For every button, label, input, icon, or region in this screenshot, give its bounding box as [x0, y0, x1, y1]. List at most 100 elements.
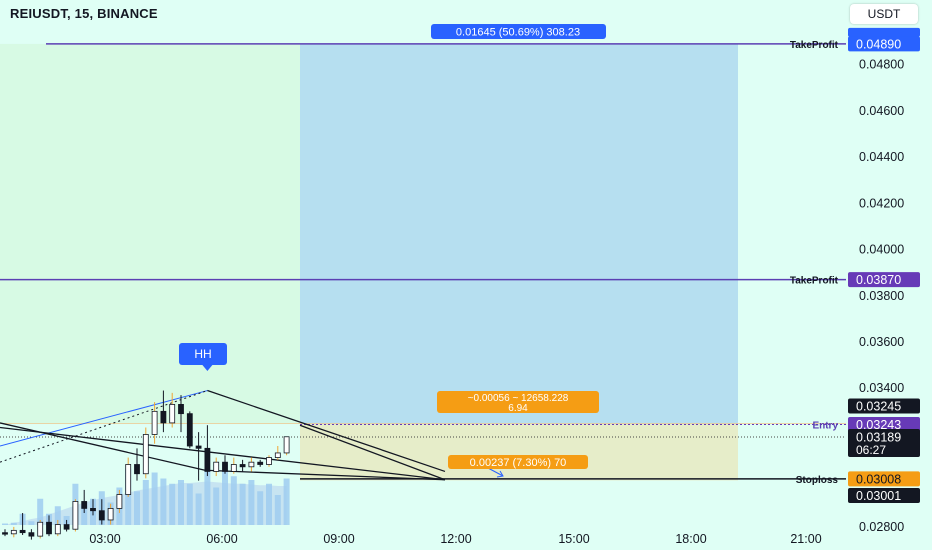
trendline-dotted — [0, 390, 208, 463]
volume-bar — [125, 468, 132, 525]
trendline-lower-a — [0, 422, 206, 471]
price-tag-entry-text: 0.03243 — [856, 418, 901, 432]
x-tick-label: 09:00 — [323, 532, 354, 546]
volume-bar — [239, 483, 246, 525]
trendline-lower-c — [0, 426, 446, 481]
currency-button[interactable]: USDT — [850, 4, 918, 24]
volume-bar — [28, 521, 35, 525]
candle — [266, 455, 272, 467]
loss-label: 0.00237 (7.30%) 70 — [448, 455, 588, 469]
candle — [195, 432, 202, 481]
volume-bar — [2, 523, 8, 525]
price-tag-top-text: 0.03245 — [856, 400, 901, 414]
price-tag-bottom: 0.03001 — [848, 487, 920, 503]
volume-bar — [81, 506, 88, 525]
x-tick-label: 21:00 — [790, 532, 821, 546]
hh-pointer — [202, 365, 213, 371]
profit-label-text: 0.01645 (50.69%) 308.23 — [456, 27, 580, 39]
candle — [63, 519, 70, 532]
price-tag-entry: 0.03243 — [848, 417, 920, 433]
symbol-title: REIUSDT, 15, BINANCE — [10, 6, 158, 21]
y-tick-label: 0.04200 — [859, 196, 904, 210]
loss-label-box — [448, 455, 588, 469]
hh-text: HH — [194, 347, 211, 361]
profit-zone — [300, 43, 738, 425]
volume-bar — [274, 495, 281, 525]
candle-body — [72, 501, 79, 530]
x-tick-label: 18:00 — [675, 532, 706, 546]
price-tag-top: 0.03245 — [848, 398, 920, 414]
arrow-head — [496, 470, 504, 478]
volume-bar — [10, 522, 17, 525]
volume-bar — [204, 471, 211, 525]
candle-body — [257, 461, 264, 465]
candle — [28, 529, 35, 540]
profit-label-box — [431, 24, 606, 39]
price-tag-last-box — [848, 428, 920, 457]
price-tag-tp2: 0.03870 — [848, 272, 920, 288]
position-label-line2: 6.94 — [508, 403, 528, 414]
entry-name: Entry — [812, 421, 838, 432]
candle — [257, 459, 264, 467]
y-tick-label: 0.03400 — [859, 381, 904, 395]
candle — [186, 411, 193, 449]
volume-bar — [230, 476, 237, 525]
candle-body — [107, 508, 114, 521]
candle-body — [28, 532, 35, 537]
y-tick-label: 0.04600 — [859, 104, 904, 118]
volume-bar — [54, 506, 61, 525]
hh-box — [179, 343, 227, 365]
candle-body — [195, 445, 202, 449]
volume-bar — [160, 478, 167, 525]
candle-body — [151, 410, 158, 435]
countdown-text: 06:27 — [856, 443, 886, 457]
candle — [151, 402, 158, 444]
candle — [142, 427, 149, 479]
candle — [222, 455, 228, 474]
price-tag-tp1-text: 0.04890 — [856, 37, 901, 51]
candle — [116, 489, 123, 514]
candle-body — [116, 494, 123, 509]
candle-body — [230, 464, 237, 472]
candle — [239, 459, 246, 472]
candle-body — [266, 457, 272, 465]
candle-body — [142, 434, 149, 475]
take-profit-name-2: TakeProfit — [790, 276, 839, 287]
volume-bar — [222, 463, 228, 525]
candle — [10, 526, 17, 538]
x-tick-label: 12:00 — [440, 532, 471, 546]
candle — [169, 392, 176, 428]
y-tick-label: 0.04800 — [859, 58, 904, 72]
volume-bar — [257, 491, 264, 525]
volume-bar — [266, 483, 272, 525]
candle-body — [283, 436, 290, 454]
x-tick-label: 15:00 — [558, 532, 589, 546]
candle-body — [81, 501, 88, 509]
y-tick-label: 0.04000 — [859, 243, 904, 257]
loss-label-text: 0.00237 (7.30%) 70 — [470, 457, 567, 469]
loss-zone — [300, 424, 738, 481]
candle — [46, 515, 52, 537]
candle — [283, 436, 290, 456]
volume-bar — [248, 480, 255, 525]
x-tick-label: 06:00 — [206, 532, 237, 546]
price-tag-tp1: 0.04890 — [848, 36, 920, 52]
candle-body — [160, 410, 167, 424]
hidden-tag-box — [848, 27, 920, 37]
candle — [134, 448, 140, 481]
candle-body — [2, 532, 8, 535]
candle — [90, 499, 96, 516]
price-tag-tp2-box — [848, 272, 920, 288]
stoploss-name: Stoploss — [796, 475, 839, 486]
volume-bar — [37, 498, 44, 525]
candle — [107, 503, 114, 525]
arrow-line — [487, 467, 504, 477]
candle-body — [134, 464, 140, 475]
candle-body — [186, 413, 193, 447]
candle-body — [125, 464, 132, 495]
y-tick-label: 0.03800 — [859, 289, 904, 303]
candle-body — [19, 529, 26, 534]
candle-body — [98, 510, 105, 521]
